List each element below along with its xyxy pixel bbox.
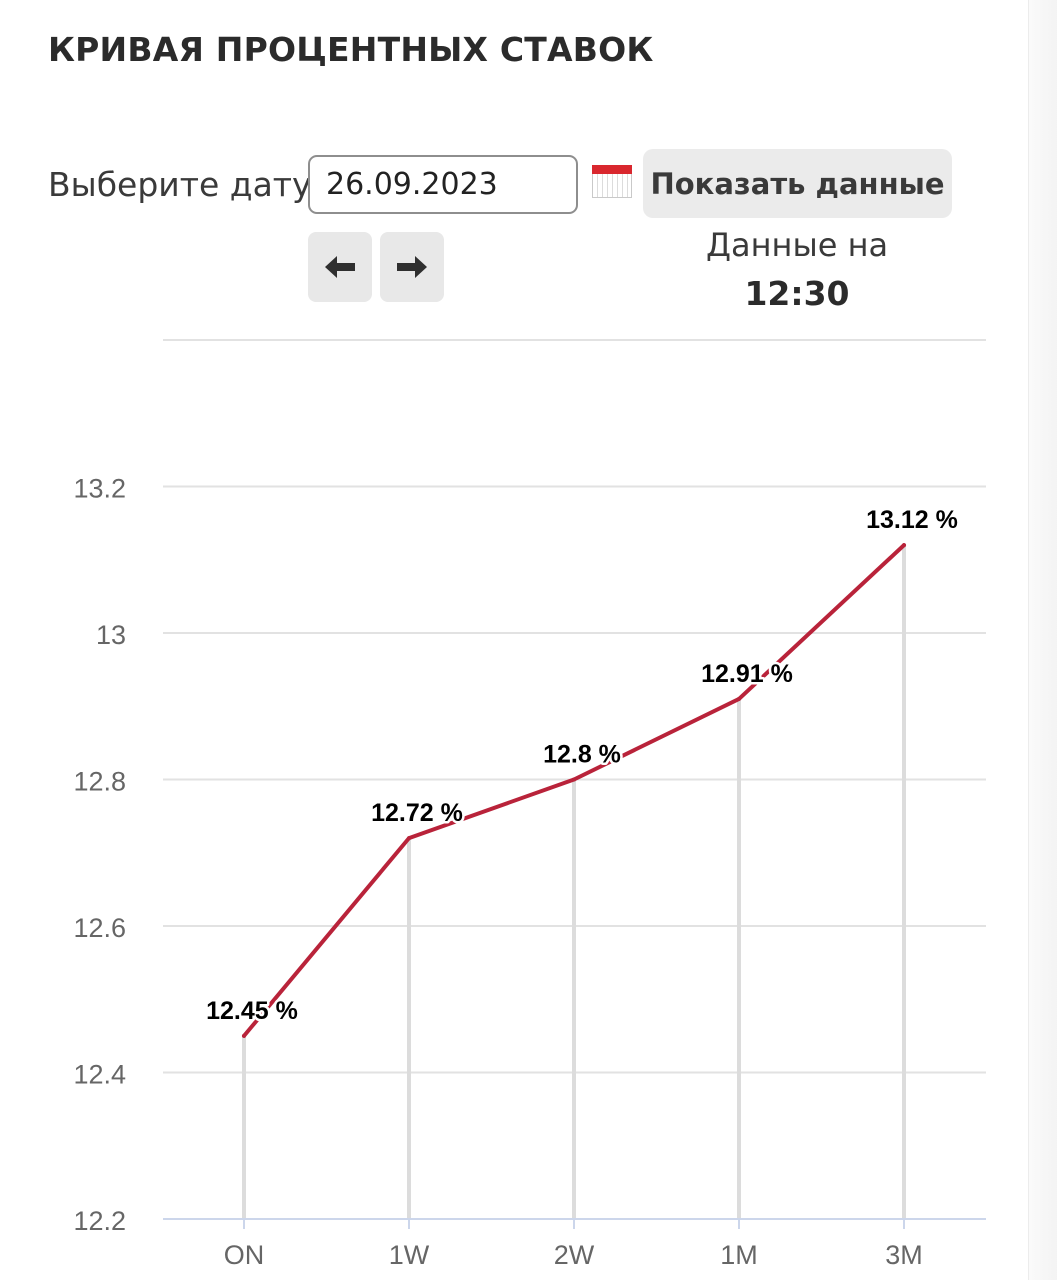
data-label: 12.45 % xyxy=(206,997,298,1025)
x-tick-label: 1M xyxy=(720,1240,758,1270)
data-point xyxy=(902,543,906,548)
x-tick-label: 2W xyxy=(554,1240,595,1270)
date-label: Выберите дату: xyxy=(48,165,323,204)
data-label: 12.72 % xyxy=(371,799,463,827)
calendar-icon[interactable] xyxy=(592,165,632,198)
y-tick-label: 12.8 xyxy=(73,767,126,797)
page-edge-shadow xyxy=(1028,0,1057,1280)
data-point xyxy=(242,1033,246,1038)
page-title: КРИВАЯ ПРОЦЕНТНЫХ СТАВОК xyxy=(48,30,654,69)
y-tick-label: 12.6 xyxy=(73,913,126,943)
y-tick-label: 12.4 xyxy=(73,1060,126,1090)
x-tick-label: ON xyxy=(224,1240,265,1270)
arrow-right-icon xyxy=(397,256,427,278)
data-point xyxy=(407,836,411,841)
y-tick-label: 12.2 xyxy=(73,1206,126,1236)
x-tick-label: 1W xyxy=(389,1240,430,1270)
x-tick-label: 3M xyxy=(885,1240,923,1270)
y-tick-label: 13 xyxy=(96,620,126,650)
show-data-button[interactable]: Показать данные xyxy=(643,149,952,218)
data-label: 13.12 % xyxy=(866,506,958,534)
data-point xyxy=(572,777,576,782)
data-label: 12.91 % xyxy=(701,660,793,688)
data-time-label: Данные на xyxy=(706,226,889,264)
date-input[interactable] xyxy=(308,155,578,214)
data-point xyxy=(737,696,741,701)
arrow-left-icon xyxy=(325,256,355,278)
next-date-button[interactable] xyxy=(380,232,444,302)
data-time-value: 12:30 xyxy=(744,274,850,313)
prev-date-button[interactable] xyxy=(308,232,372,302)
data-label: 12.8 % xyxy=(543,741,621,769)
y-tick-label: 13.2 xyxy=(73,474,126,504)
